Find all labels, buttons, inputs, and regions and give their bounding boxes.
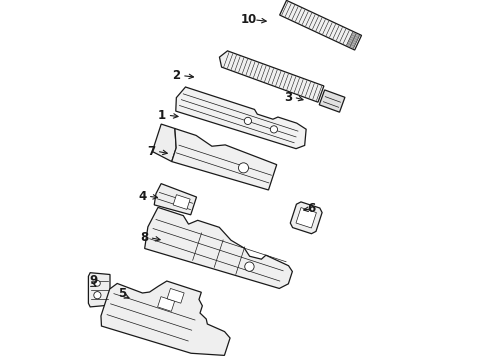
- Circle shape: [94, 292, 101, 299]
- Polygon shape: [220, 51, 324, 102]
- Text: 6: 6: [308, 202, 316, 215]
- Circle shape: [95, 280, 100, 286]
- Polygon shape: [145, 207, 293, 288]
- Text: 7: 7: [147, 145, 155, 158]
- Circle shape: [245, 262, 254, 271]
- Polygon shape: [158, 297, 174, 311]
- Polygon shape: [172, 129, 277, 190]
- Polygon shape: [101, 281, 230, 355]
- Polygon shape: [173, 195, 190, 210]
- Text: 10: 10: [241, 13, 257, 26]
- Text: 8: 8: [140, 231, 148, 244]
- Text: 3: 3: [284, 91, 292, 104]
- Polygon shape: [290, 202, 322, 234]
- Polygon shape: [88, 273, 110, 307]
- Text: 2: 2: [172, 69, 181, 82]
- Polygon shape: [176, 87, 306, 149]
- Text: 1: 1: [158, 109, 166, 122]
- Text: 5: 5: [118, 287, 126, 300]
- Circle shape: [245, 117, 251, 125]
- Polygon shape: [319, 90, 345, 112]
- Polygon shape: [280, 0, 362, 50]
- Text: 9: 9: [89, 274, 97, 287]
- Polygon shape: [296, 208, 317, 228]
- Circle shape: [270, 126, 277, 133]
- Polygon shape: [154, 184, 196, 215]
- Text: 4: 4: [138, 190, 147, 203]
- Polygon shape: [152, 124, 176, 162]
- Polygon shape: [167, 288, 184, 303]
- Circle shape: [239, 163, 248, 173]
